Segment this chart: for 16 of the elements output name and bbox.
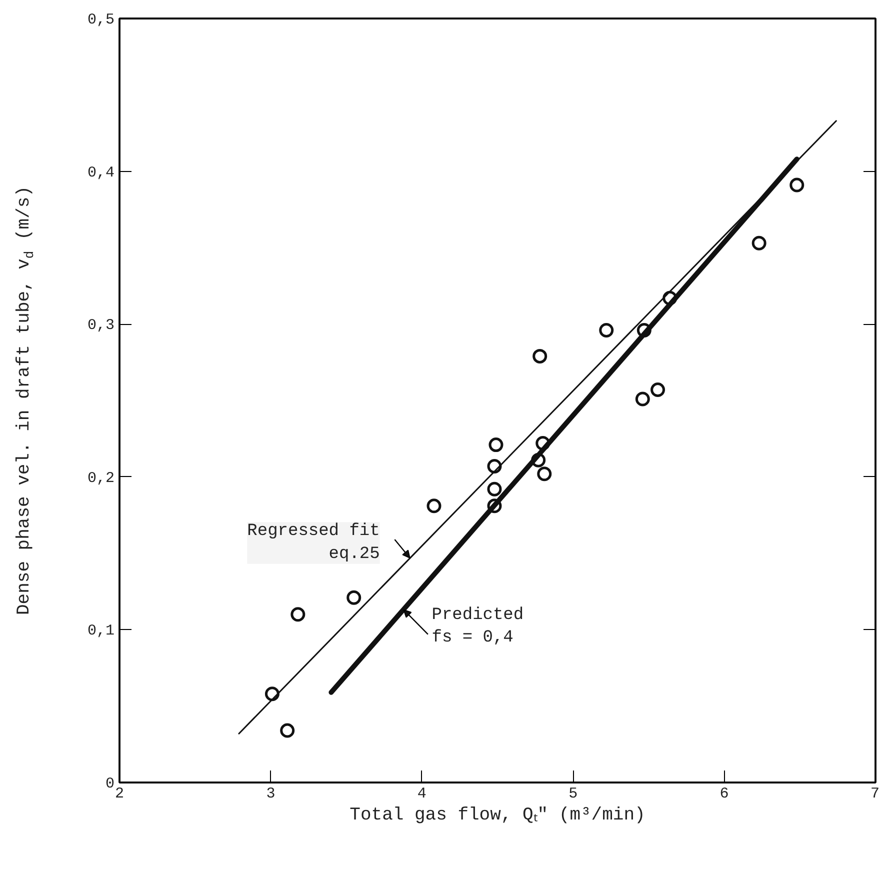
y-tick-label: 0,4	[87, 164, 115, 182]
annotation: Regressed fit eq.25	[247, 522, 380, 564]
x-tick-label: 6	[720, 786, 729, 802]
y-tick-label: 0,5	[87, 12, 115, 28]
x-tick-label: 3	[266, 786, 276, 802]
y-axis-title: Dense phase vel. in draft tube, vd (m/s)	[14, 186, 37, 615]
y-tick-label: 0	[106, 776, 115, 792]
annotation: Predicted fs = 0,4	[432, 606, 524, 648]
x-tick-label: 2	[115, 786, 124, 802]
y-tick-label: 0,1	[87, 622, 115, 640]
x-tick-label: 7	[870, 786, 879, 802]
x-tick-label: 5	[568, 786, 578, 802]
y-tick-label: 0,3	[87, 317, 115, 334]
x-tick-label: 4	[417, 786, 426, 802]
x-axis-title: Total gas flow, Qₜ″ (m³/min)	[350, 806, 646, 826]
y-tick-label: 0,2	[87, 470, 115, 487]
